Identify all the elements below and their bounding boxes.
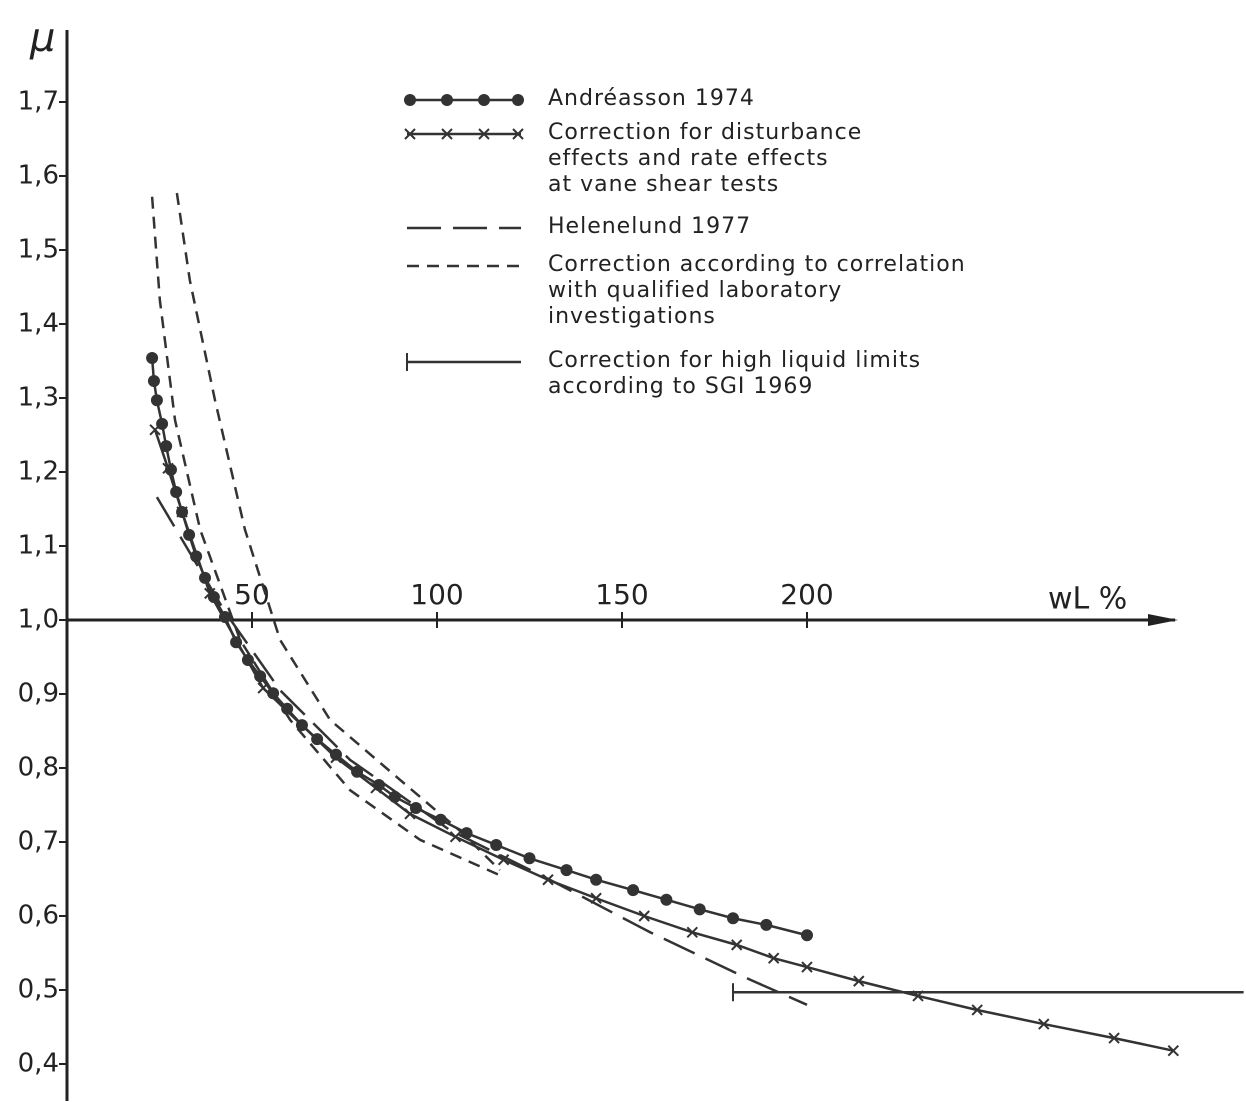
- y-tick-label: 1,7: [18, 87, 59, 117]
- point-cross: [853, 975, 865, 987]
- point-cross: [730, 939, 743, 951]
- point-cross: [638, 910, 650, 922]
- x-tick-label: 50: [234, 578, 270, 611]
- point: [1108, 1032, 1120, 1044]
- point-cross: [162, 462, 174, 475]
- point: [329, 748, 342, 761]
- point: [727, 912, 739, 925]
- x-tick-label: 100: [410, 578, 463, 611]
- point: [693, 903, 706, 916]
- point: [257, 682, 269, 694]
- point-cross: [971, 1004, 983, 1016]
- point: [176, 506, 188, 518]
- legend-marker: [478, 94, 490, 106]
- point: [638, 910, 650, 922]
- point: [660, 893, 673, 906]
- point-cross: [404, 808, 416, 820]
- series-line: [150, 192, 501, 877]
- point: [590, 873, 603, 886]
- y-tick-label: 1,5: [18, 235, 59, 265]
- y-tick-label: 1,3: [18, 383, 59, 413]
- point-cross: [449, 831, 462, 843]
- legend-label: Correction according to correlation with…: [548, 252, 966, 329]
- point-cross: [686, 926, 699, 938]
- legend-label: Correction for high liquid limits accord…: [548, 348, 922, 399]
- point: [281, 702, 294, 715]
- y-tick-label: 0,8: [18, 753, 59, 783]
- x-tick-label: 200: [780, 578, 833, 611]
- point: [147, 374, 160, 387]
- y-tick-label: 1,1: [18, 531, 59, 561]
- point-cross: [330, 751, 342, 764]
- point-cross: [801, 961, 813, 973]
- point: [801, 961, 813, 973]
- series-line: [153, 429, 1174, 1052]
- point: [404, 808, 416, 820]
- point-cross: [257, 682, 269, 694]
- y-tick-label: 0,9: [18, 679, 59, 709]
- point: [801, 929, 813, 942]
- point: [767, 952, 780, 964]
- y-tick-label: 1,6: [18, 161, 59, 191]
- point-cross: [1038, 1018, 1050, 1030]
- point: [490, 838, 503, 851]
- y-tick-label: 1,4: [18, 309, 59, 339]
- point: [150, 394, 163, 407]
- point-cross: [176, 506, 188, 518]
- point: [560, 864, 573, 877]
- legend-marker: [512, 128, 524, 140]
- point-cross: [370, 782, 382, 794]
- point: [146, 352, 159, 365]
- y-tick-label: 0,6: [18, 901, 59, 931]
- point: [523, 852, 536, 865]
- point: [853, 975, 865, 987]
- legend-label: Helenelund 1977: [548, 214, 752, 239]
- point-cross: [149, 424, 161, 436]
- point: [160, 440, 173, 453]
- y-tick-label: 0,5: [18, 975, 59, 1005]
- legend-label: Correction for disturbance effects and r…: [548, 120, 863, 197]
- x-tick-label: 150: [595, 578, 648, 611]
- legend-marker: [441, 128, 453, 140]
- series-line: [155, 496, 808, 1006]
- point: [1038, 1018, 1050, 1030]
- legend-marker: [441, 94, 453, 106]
- x-axis-label: wL %: [1048, 582, 1127, 617]
- legend-marker: [478, 128, 490, 140]
- y-tick-label: 0,4: [18, 1049, 59, 1079]
- y-tick-label: 0,7: [18, 827, 59, 857]
- point: [730, 939, 743, 951]
- point: [330, 751, 342, 764]
- legend-label: Andréasson 1974: [548, 86, 755, 111]
- point-cross: [1108, 1032, 1120, 1044]
- point-cross: [1167, 1044, 1180, 1057]
- y-axis-label: μ: [29, 15, 55, 61]
- legend-marker: [404, 94, 416, 106]
- y-tick-label: 1,2: [18, 457, 59, 487]
- point: [686, 926, 699, 938]
- point: [162, 462, 174, 475]
- point-cross: [767, 952, 780, 964]
- x-axis-arrow: [1148, 614, 1178, 626]
- point: [149, 424, 161, 436]
- point: [627, 884, 640, 897]
- legend-marker: [512, 94, 524, 106]
- point: [971, 1004, 983, 1016]
- point: [1167, 1044, 1180, 1057]
- point: [760, 918, 773, 931]
- y-tick-label: 1,0: [18, 605, 59, 635]
- legend-marker: [404, 128, 416, 140]
- point: [370, 782, 382, 794]
- point: [449, 831, 462, 843]
